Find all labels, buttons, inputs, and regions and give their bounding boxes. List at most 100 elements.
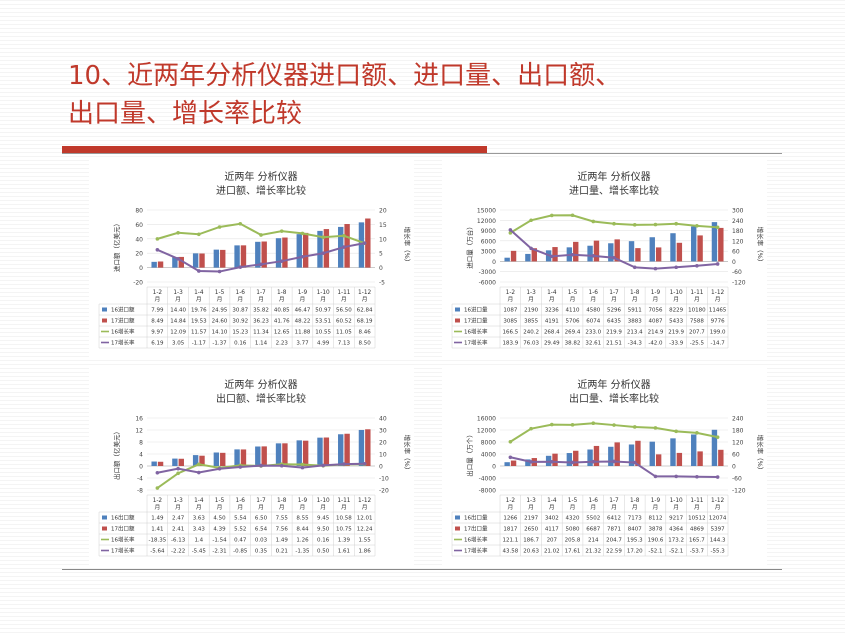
- data-label: 1.4: [194, 538, 203, 544]
- bar: [552, 247, 558, 262]
- bar: [670, 233, 676, 262]
- y-tick-label: 16000: [477, 416, 496, 423]
- x-tick-label: 1-4 月: [547, 290, 557, 303]
- data-label: 3.63: [193, 516, 206, 522]
- data-label: 9217: [669, 516, 683, 522]
- data-label: 1.26: [296, 538, 309, 544]
- x-tick-label: 1-7 月: [256, 290, 266, 303]
- y-axis-label: 出口量（万个）: [465, 431, 474, 477]
- data-label: 11.57: [191, 330, 207, 336]
- data-label: 2190: [524, 308, 538, 314]
- bar: [691, 434, 697, 466]
- y2-tick-label: 5: [379, 251, 383, 258]
- data-label: 2197: [524, 516, 538, 522]
- bar: [649, 237, 655, 262]
- series-point: [715, 475, 720, 479]
- bar: [338, 434, 344, 466]
- series-point: [279, 259, 284, 263]
- data-label: 30.87: [232, 308, 248, 314]
- data-label: 5397: [711, 527, 725, 533]
- data-label: 190.6: [648, 538, 664, 544]
- data-label: 6.19: [151, 341, 164, 347]
- legend-label: 16进口额: [111, 306, 135, 314]
- data-label: 32.61: [585, 341, 601, 347]
- data-label: 8112: [648, 516, 662, 522]
- bar: [670, 438, 676, 466]
- data-label: 3878: [648, 527, 662, 533]
- data-label: -1.37: [212, 341, 227, 347]
- bar: [587, 245, 593, 262]
- data-label: 204.7: [606, 538, 622, 544]
- x-tick-label: 1-8 月: [277, 498, 287, 511]
- data-label: 1.61: [338, 549, 350, 555]
- data-label: 7.56: [276, 527, 289, 533]
- data-label: 14.40: [170, 308, 186, 314]
- legend-label: 17增长率: [111, 547, 135, 555]
- bar: [255, 241, 261, 268]
- bar: [344, 433, 350, 466]
- y-tick-label: 40: [135, 236, 143, 243]
- legend-swatch: [455, 318, 460, 323]
- bar: [220, 452, 226, 466]
- y-tick-label: 80: [135, 208, 143, 215]
- data-label: 38.82: [565, 341, 581, 347]
- legend-label: 17进口额: [111, 317, 135, 325]
- bar: [711, 429, 718, 466]
- legend-label: 17增长率: [464, 547, 488, 555]
- data-label: 24.60: [212, 319, 228, 325]
- bar: [192, 455, 199, 466]
- y2-tick-label: 0: [379, 464, 383, 471]
- data-label: 14.84: [170, 319, 186, 325]
- data-label: 6435: [607, 319, 621, 325]
- chart-panel-export-value: 近两年 分析仪器 出口额、增长率比较 -8 -4 0 4 8 12 16 -20 -10 0 10 20 3…: [89, 368, 414, 566]
- x-tick-label: 1-9 月: [298, 290, 308, 303]
- x-tick-label: 1-8 月: [630, 498, 640, 511]
- chart-import-value: 近两年 分析仪器进口额、增长率比较 -20 0 20 40 60 80 -5 0 5 10 15 20 进…: [98, 170, 412, 349]
- legend-swatch: [455, 526, 460, 531]
- y-tick-label: -8: [137, 488, 143, 495]
- x-tick-label: 1-7 月: [256, 498, 266, 511]
- data-label: 8407: [628, 527, 642, 533]
- data-label: 19.53: [191, 319, 207, 325]
- series-point: [300, 462, 305, 467]
- legend-label: 16增长率: [464, 328, 488, 336]
- chart-subtitle: 进口额、增长率比较: [216, 184, 306, 197]
- legend-label: 16增长率: [111, 328, 135, 336]
- series-point: [321, 251, 325, 256]
- data-label: 207: [547, 538, 558, 544]
- series-point: [570, 252, 575, 257]
- series-point: [612, 255, 616, 260]
- data-label: 4110: [566, 308, 580, 314]
- x-tick-label: 1-6 月: [589, 290, 599, 303]
- bar: [566, 453, 573, 466]
- y2-tick-label: -5: [379, 280, 385, 287]
- data-label: -2.31: [212, 549, 226, 555]
- data-label: 5502: [586, 516, 600, 522]
- data-label: 7588: [690, 319, 704, 325]
- bar: [628, 444, 635, 466]
- legend-swatch: [455, 515, 460, 520]
- bar: [234, 245, 240, 268]
- data-label: 269.4: [565, 330, 581, 336]
- chart-panel-import-volume: 近两年 分析仪器 进口量、增长率比较 -6000 -3000 0 3000 6000 9000…: [442, 160, 767, 360]
- data-label: 43.58: [502, 549, 518, 555]
- bar: [573, 450, 579, 466]
- y2-tick-label: 0: [732, 464, 736, 471]
- y-tick-label: 16: [135, 416, 143, 423]
- bar: [655, 247, 662, 262]
- data-label: 22.59: [606, 549, 622, 555]
- bar: [199, 253, 205, 268]
- x-tick-label: 1-2 月: [506, 498, 516, 511]
- bar: [275, 238, 282, 268]
- data-label: 195.3: [627, 538, 643, 544]
- data-label: 48.22: [295, 319, 311, 325]
- series-point: [570, 423, 575, 427]
- x-tick-label: 1-3 月: [173, 498, 183, 511]
- data-label: 3236: [545, 308, 559, 314]
- series-point: [715, 225, 720, 230]
- data-label: 68.19: [357, 319, 373, 325]
- y2-tick-label: 20: [379, 208, 387, 215]
- data-label: 4.99: [317, 341, 330, 347]
- data-label: 76.03: [523, 341, 539, 347]
- bar: [593, 445, 600, 466]
